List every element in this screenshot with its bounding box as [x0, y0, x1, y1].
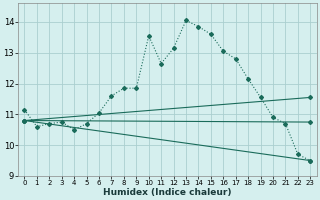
X-axis label: Humidex (Indice chaleur): Humidex (Indice chaleur): [103, 188, 232, 197]
